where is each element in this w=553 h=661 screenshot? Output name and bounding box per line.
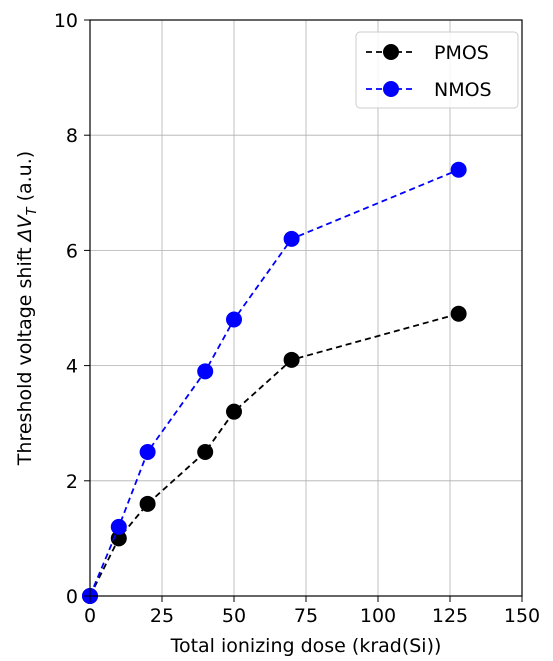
pmos-data-point	[283, 351, 300, 368]
pmos-data-point	[197, 444, 214, 460]
y-axis-label: Threshold voltage shift ΔVT (a.u.)	[14, 151, 40, 466]
y-axis-label-suffix: (a.u.)	[14, 151, 36, 208]
pmos-data-point	[110, 530, 127, 547]
x-tick-label: 150	[504, 605, 540, 627]
x-axis-label: Total ionizing dose (krad(Si))	[170, 635, 442, 657]
pmos-data-point	[139, 495, 156, 512]
nmos-data-point	[197, 363, 214, 380]
y-tick-label: 8	[66, 125, 78, 147]
x-tick-label: 25	[150, 605, 174, 627]
pmos-legend-marker	[383, 44, 399, 60]
y-tick-label: 0	[66, 586, 78, 608]
y-axis-label-symbol: ΔV	[14, 213, 36, 243]
nmos-data-point	[283, 230, 300, 247]
x-tick-label: 75	[294, 605, 318, 627]
series-layer	[82, 161, 467, 604]
nmos-series-line	[89, 168, 459, 597]
ticks: 0 25 50 75 100 125 150 0 2 4 6 8 10	[54, 10, 540, 627]
y-tick-label: 10	[54, 10, 78, 32]
pmos-data-point	[226, 403, 242, 420]
y-axis-label-subscript: T	[25, 206, 40, 215]
y-tick-label: 4	[66, 356, 78, 378]
pmos-legend-label: PMOS	[434, 42, 489, 64]
nmos-legend-label: NMOS	[434, 79, 492, 101]
nmos-data-point	[226, 311, 242, 328]
nmos-data-point	[110, 518, 127, 535]
nmos-data-point	[139, 444, 156, 460]
legend: PMOS NMOS	[355, 31, 519, 109]
nmos-legend-marker	[383, 81, 399, 97]
x-tick-label: 125	[432, 605, 468, 627]
x-tick-label: 50	[222, 605, 246, 627]
y-axis-label-prefix: Threshold voltage shift	[14, 241, 36, 466]
pmos-data-point	[450, 305, 467, 322]
x-tick-label: 100	[360, 605, 396, 627]
nmos-data-point	[450, 161, 467, 178]
y-tick-label: 6	[66, 240, 78, 262]
x-tick-label: 0	[84, 605, 96, 627]
y-tick-label: 2	[66, 471, 78, 493]
